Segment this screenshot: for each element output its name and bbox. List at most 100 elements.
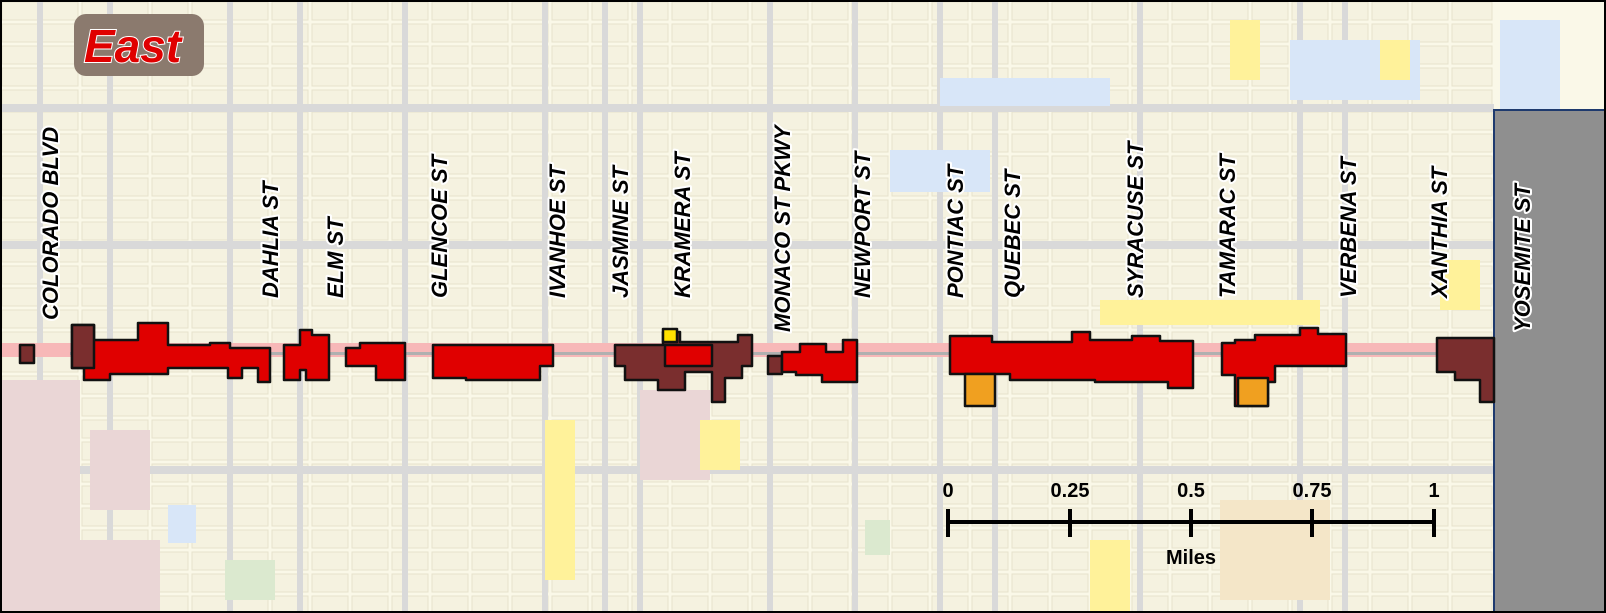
block xyxy=(811,419,849,439)
block xyxy=(1,111,39,131)
road-vertical xyxy=(937,0,943,613)
block xyxy=(151,375,189,395)
block xyxy=(711,485,749,505)
landuse-green xyxy=(225,560,275,600)
block xyxy=(1091,111,1129,131)
block xyxy=(1171,133,1209,153)
street-label: SYRACUSE ST xyxy=(1123,140,1148,298)
block xyxy=(351,45,389,65)
block xyxy=(1251,155,1289,175)
block xyxy=(671,485,709,505)
block xyxy=(111,111,149,131)
block xyxy=(771,397,809,417)
block xyxy=(351,441,389,461)
block xyxy=(811,177,849,197)
block xyxy=(391,177,429,197)
block xyxy=(1451,595,1493,613)
block xyxy=(111,265,149,285)
block xyxy=(471,397,509,417)
block xyxy=(1411,155,1449,175)
block xyxy=(191,155,229,175)
block xyxy=(551,375,589,395)
block xyxy=(1051,309,1089,329)
block xyxy=(711,287,749,307)
block xyxy=(751,133,769,153)
block xyxy=(551,199,589,219)
parcel-cluster xyxy=(780,338,859,384)
street-label: IVANHOE ST xyxy=(545,164,570,298)
block xyxy=(231,23,269,43)
block xyxy=(811,397,849,417)
parcel-maroon xyxy=(70,323,96,370)
street-label: QUEBEC ST xyxy=(1000,168,1025,298)
block xyxy=(971,45,1009,65)
block xyxy=(351,1,389,21)
block xyxy=(1211,177,1249,197)
block xyxy=(431,309,469,329)
street-label: ELM ST xyxy=(323,216,348,298)
block xyxy=(1051,573,1089,593)
street-label: NEWPORT ST xyxy=(850,150,875,298)
block xyxy=(1051,23,1089,43)
block xyxy=(1331,287,1369,307)
block xyxy=(591,111,629,131)
block xyxy=(1371,23,1409,43)
street-label: COLORADO BLVD xyxy=(38,127,63,320)
block xyxy=(891,67,929,87)
block xyxy=(1451,177,1493,197)
block xyxy=(81,155,109,175)
block xyxy=(231,441,269,461)
block xyxy=(471,287,509,307)
block xyxy=(751,485,769,505)
block xyxy=(971,529,1009,549)
block xyxy=(151,155,189,175)
block xyxy=(351,485,389,505)
landuse-yellow xyxy=(1380,40,1410,80)
block xyxy=(891,595,929,613)
block xyxy=(151,133,189,153)
block xyxy=(1451,551,1493,571)
block xyxy=(1051,441,1089,461)
block xyxy=(591,419,629,439)
block xyxy=(431,133,469,153)
landuse-green xyxy=(865,520,890,555)
block xyxy=(1371,485,1409,505)
block xyxy=(711,155,749,175)
block xyxy=(711,177,749,197)
block xyxy=(1051,1,1089,21)
block xyxy=(1091,397,1129,417)
block xyxy=(751,23,769,43)
block xyxy=(671,265,709,285)
block xyxy=(811,111,849,131)
block xyxy=(671,1,709,21)
block xyxy=(591,573,629,593)
block xyxy=(1051,287,1089,307)
block xyxy=(1371,529,1409,549)
block xyxy=(751,573,769,593)
block xyxy=(471,573,509,593)
block xyxy=(391,199,429,219)
scale-tick-label: 1 xyxy=(1428,480,1439,502)
block xyxy=(431,67,469,87)
block xyxy=(1451,111,1493,131)
street-label: TAMARAC ST xyxy=(1215,153,1240,298)
block xyxy=(1451,133,1493,153)
street-label: VERBENA ST xyxy=(1336,155,1361,298)
block xyxy=(1451,67,1493,87)
block xyxy=(81,397,109,417)
block xyxy=(1011,419,1049,439)
block xyxy=(891,551,929,571)
block xyxy=(671,23,709,43)
block xyxy=(1171,595,1209,613)
block xyxy=(1171,221,1209,241)
street-label: YOSEMITE ST xyxy=(1510,183,1535,332)
parcel-cluster xyxy=(282,328,331,382)
block xyxy=(1331,1,1369,21)
block xyxy=(391,551,429,571)
block xyxy=(111,397,149,417)
block xyxy=(1451,419,1493,439)
block xyxy=(751,397,769,417)
block xyxy=(111,375,149,395)
block xyxy=(1331,155,1369,175)
block xyxy=(1331,397,1369,417)
